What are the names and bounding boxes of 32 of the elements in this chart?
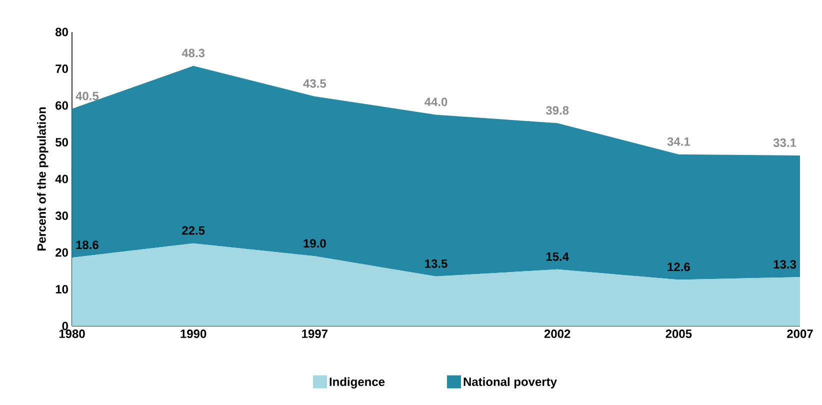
y-tick-label: 30: [55, 212, 68, 220]
data-label: 12.6: [668, 262, 690, 272]
x-tick-label: 1990: [180, 330, 206, 338]
data-label: 13.5: [425, 259, 448, 268]
y-tick-label: 70: [56, 64, 68, 73]
data-label: 44.0: [424, 98, 448, 106]
x-tick-label: 1997: [302, 330, 328, 338]
data-label: 18.6: [76, 240, 98, 250]
y-axis-title: Percent of the population: [37, 107, 48, 251]
y-tick-label: 0: [62, 322, 68, 330]
data-label: 39.8: [546, 106, 569, 115]
data-label: 40.5: [76, 92, 99, 100]
y-tick-label: 80: [56, 28, 68, 36]
x-tick-label: 2002: [544, 330, 570, 338]
data-label: 43.5: [303, 79, 326, 88]
legend-label: Indigence: [330, 377, 385, 388]
data-label: 48.3: [182, 48, 205, 58]
data-label: 15.4: [546, 252, 569, 261]
y-tick-label: 10: [56, 285, 68, 294]
legend-label: National poverty: [464, 377, 557, 388]
data-label: 34.1: [667, 137, 690, 146]
y-tick-label: 50: [56, 138, 68, 146]
x-tick-label: 2007: [787, 330, 813, 338]
y-tick-label: 60: [56, 101, 68, 110]
data-label: 22.5: [182, 226, 205, 235]
x-tick-label: 1980: [59, 330, 85, 338]
y-tick-label: 40: [55, 174, 68, 184]
data-label: 13.3: [774, 260, 796, 269]
x-tick-label: 2005: [666, 330, 692, 338]
y-tick-label: 20: [56, 248, 68, 257]
data-label: 19.0: [304, 239, 326, 248]
data-label: 33.1: [773, 138, 796, 147]
